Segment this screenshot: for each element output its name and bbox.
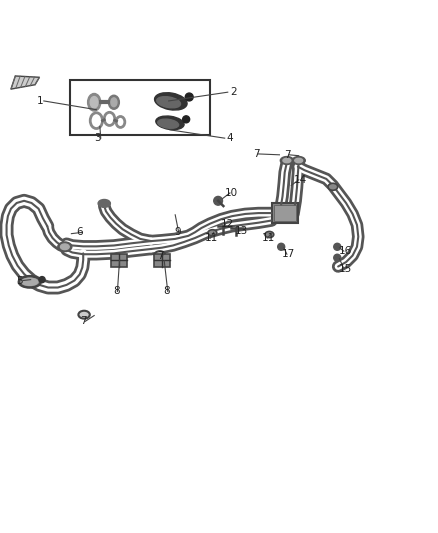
- Ellipse shape: [155, 251, 165, 258]
- Text: 7: 7: [253, 149, 260, 159]
- Bar: [274, 205, 296, 221]
- Text: 16: 16: [339, 246, 352, 256]
- Circle shape: [334, 243, 341, 251]
- Text: 8: 8: [163, 286, 170, 296]
- Circle shape: [334, 254, 341, 261]
- Ellipse shape: [88, 93, 101, 111]
- Text: 4: 4: [227, 133, 233, 143]
- Text: 15: 15: [339, 264, 352, 273]
- Ellipse shape: [265, 231, 274, 238]
- Text: 12: 12: [220, 219, 233, 229]
- Text: 1: 1: [37, 96, 44, 106]
- Ellipse shape: [90, 96, 98, 108]
- Text: 13: 13: [234, 225, 247, 236]
- Text: 7: 7: [80, 316, 87, 326]
- Circle shape: [278, 243, 285, 251]
- Text: 14: 14: [293, 175, 307, 185]
- Text: 6: 6: [77, 228, 83, 237]
- Ellipse shape: [156, 116, 184, 130]
- Ellipse shape: [19, 276, 41, 287]
- Bar: [111, 254, 127, 267]
- Text: 9: 9: [174, 228, 181, 237]
- Ellipse shape: [22, 278, 38, 285]
- Ellipse shape: [280, 157, 293, 165]
- Text: 11: 11: [205, 233, 218, 243]
- Ellipse shape: [78, 311, 90, 319]
- Circle shape: [185, 93, 193, 101]
- Ellipse shape: [157, 96, 180, 108]
- Ellipse shape: [328, 183, 338, 190]
- Ellipse shape: [109, 95, 119, 109]
- Bar: [272, 203, 298, 223]
- Text: 5: 5: [17, 276, 23, 286]
- Ellipse shape: [158, 119, 179, 128]
- Bar: [154, 254, 170, 267]
- Text: 7: 7: [157, 251, 163, 261]
- Ellipse shape: [98, 199, 110, 207]
- Text: 8: 8: [113, 286, 120, 296]
- Text: 11: 11: [262, 233, 275, 243]
- Text: 17: 17: [282, 249, 295, 259]
- Polygon shape: [11, 76, 39, 89]
- Text: 7: 7: [284, 150, 290, 160]
- Ellipse shape: [292, 157, 305, 165]
- Ellipse shape: [155, 93, 187, 110]
- Bar: [70, 80, 210, 135]
- Ellipse shape: [111, 98, 117, 107]
- Circle shape: [183, 116, 190, 123]
- Ellipse shape: [58, 242, 72, 252]
- Text: 3: 3: [94, 133, 101, 143]
- Circle shape: [214, 197, 223, 205]
- Ellipse shape: [208, 230, 217, 236]
- Text: 10: 10: [225, 188, 238, 198]
- Ellipse shape: [60, 244, 69, 249]
- Ellipse shape: [283, 158, 291, 163]
- Circle shape: [39, 277, 45, 282]
- Text: 2: 2: [230, 87, 237, 97]
- Ellipse shape: [295, 158, 303, 163]
